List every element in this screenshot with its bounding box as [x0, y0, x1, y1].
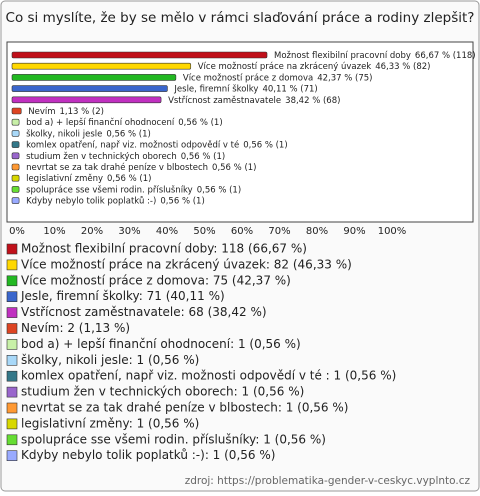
value-label: 38,42 % (68)	[285, 95, 340, 105]
x-tick-label: 80%	[306, 226, 328, 237]
bar	[11, 85, 168, 92]
bar-category: legislativní změny	[26, 174, 103, 184]
bar	[11, 152, 20, 160]
legend-swatch	[6, 418, 18, 430]
legend-label: studium žen v technických oborech: 1 (0,…	[21, 385, 304, 399]
legend-label: Nevím: 2 (1,13 %)	[21, 321, 130, 335]
x-tick-label: 60%	[231, 226, 253, 237]
plot-box	[6, 41, 474, 223]
value-label: 42,37 % (75)	[317, 73, 372, 83]
value-label: 0,56 % (1)	[212, 163, 256, 173]
bar	[11, 141, 20, 148]
bar	[11, 163, 20, 171]
bar-label: Více možností práce na zkrácený úvazek 46…	[198, 62, 431, 72]
legend-swatch	[6, 243, 18, 255]
bar-category: Jesle, firemní školky	[173, 83, 258, 94]
bar	[11, 62, 192, 70]
legend-swatch	[6, 259, 18, 271]
bar-label: spolupráce sse všemi rodin. příslušníky 0…	[26, 184, 241, 195]
bar-category: Vstřícnost zaměstnavatele	[168, 95, 281, 105]
value-label: 46,33 % (82)	[375, 62, 430, 72]
bar	[11, 197, 20, 204]
legend-label: legislativní změny: 1 (0,56 %)	[21, 416, 199, 430]
bar-category: nevrtat se za tak drahé peníze v blboste…	[26, 162, 208, 173]
legend-label: Možnost flexibilní pracovní doby: 118 (6…	[21, 242, 307, 256]
legend-label: komlex opatření, např viz. možnosti odpo…	[21, 369, 396, 383]
value-label: 0,56 % (1)	[197, 185, 241, 195]
legend-label: bod a) + lepší finanční ohodnocení: 1 (0…	[21, 337, 301, 351]
bar-label: Možnost flexibilní pracovní doby 66,67 % …	[274, 51, 476, 61]
legend-label: Jesle, firemní školky: 71 (40,11 %)	[20, 289, 225, 303]
x-tick-label: 0%	[9, 226, 25, 237]
legend-swatch	[6, 275, 18, 287]
bar-category: Nevím	[28, 107, 55, 117]
legend-label: Více možností práce na zkrácený úvazek: …	[21, 257, 352, 271]
bar-category: studium žen v technických oborech	[26, 151, 177, 161]
legend-swatch	[6, 354, 18, 366]
legend-swatch	[6, 370, 18, 382]
value-label: 66,67 % (118)	[415, 51, 476, 61]
value-label: 0,56 % (1)	[243, 140, 287, 150]
legend-swatch	[6, 402, 18, 414]
bar-category: bod a) + lepší finanční ohodnocení	[26, 117, 175, 128]
legend-label: Vstřícnost zaměstnavatele: 68 (38,42 %)	[21, 305, 267, 319]
bar-category: spolupráce sse všemi rodin. příslušníky	[26, 184, 193, 195]
bar	[11, 118, 20, 126]
bar-category: komlex opatření, např viz. možnosti odpo…	[26, 139, 239, 150]
bar	[11, 51, 268, 59]
legend-label: Kdyby nebylo tolik poplatků :-): 1 (0,56…	[21, 448, 275, 462]
bar	[11, 174, 20, 182]
bar-label: komlex opatření, např viz. možnosti odpo…	[26, 139, 288, 150]
x-tick-label: 100%	[378, 226, 407, 237]
bar-label: legislativní změny 0,56 % (1)	[26, 174, 151, 184]
legend-swatch	[6, 291, 18, 303]
bar-category: Možnost flexibilní pracovní doby	[274, 51, 411, 61]
legend-swatch	[6, 386, 18, 398]
x-tick-label: 70%	[268, 226, 290, 237]
bar-label: Jesle, firemní školky 40,11 % (71)	[173, 83, 317, 94]
legend-swatch	[6, 323, 18, 334]
bar-label: Nevím 1,13 % (2)	[28, 107, 104, 117]
x-tick-label: 30%	[118, 226, 140, 237]
bar	[11, 74, 177, 81]
bar-category: Kdyby nebylo tolik poplatků :-)	[26, 195, 156, 206]
value-label: 0,56 % (1)	[181, 151, 225, 161]
x-tick-label: 90%	[343, 226, 365, 237]
bar	[11, 186, 20, 193]
bar-label: Vstřícnost zaměstnavatele 38,42 % (68)	[168, 95, 340, 105]
value-label: 40,11 % (71)	[262, 84, 317, 94]
bar-label: bod a) + lepší finanční ohodnocení 0,56 %…	[26, 117, 223, 128]
bar-label: studium žen v technických oborech 0,56 % …	[26, 151, 225, 161]
value-label: 1,13 % (2)	[60, 107, 104, 117]
bar-category: Více možností práce na zkrácený úvazek	[198, 62, 372, 72]
value-label: 0,56 % (1)	[160, 196, 204, 206]
bar-label: nevrtat se za tak drahé peníze v blboste…	[26, 162, 256, 173]
legend-label: Více možností práce z domova: 75 (42,37 …	[21, 273, 291, 287]
bar-label: Kdyby nebylo tolik poplatků :-) 0,56 % (1…	[26, 195, 205, 206]
bar-label: školky, nikoli jesle 0,56 % (1)	[26, 128, 151, 139]
x-tick-label: 20%	[81, 226, 103, 237]
legend-label: nevrtat se za tak drahé peníze v blboste…	[21, 401, 348, 415]
bar-label: Více možností práce z domova 42,37 % (75)	[183, 73, 373, 83]
legend-swatch	[6, 339, 18, 350]
x-tick-label: 10%	[43, 226, 65, 237]
legend-swatch	[6, 450, 18, 462]
source: zdroj: https://problematika-gender-v-ces…	[185, 475, 471, 487]
chart-title: Co si myslíte, že by se mělo v rámci sla…	[6, 10, 475, 26]
legend-label: školky, nikoli jesle: 1 (0,56 %)	[21, 353, 199, 367]
bar-category: školky, nikoli jesle	[26, 128, 102, 139]
x-tick-label: 50%	[193, 226, 215, 237]
bar	[11, 107, 22, 115]
value-label: 0,56 % (1)	[178, 118, 222, 128]
bar	[11, 96, 162, 104]
bar-category: Více možností práce z domova	[183, 73, 313, 83]
x-tick-label: 40%	[156, 226, 178, 237]
legend-swatch	[6, 434, 18, 446]
legend-swatch	[6, 307, 18, 318]
bar	[11, 130, 20, 137]
legend-label: spolupráce sse všemi rodin. příslušníky:…	[21, 432, 326, 446]
value-label: 0,56 % (1)	[106, 129, 150, 139]
value-label: 0,56 % (1)	[107, 174, 151, 184]
